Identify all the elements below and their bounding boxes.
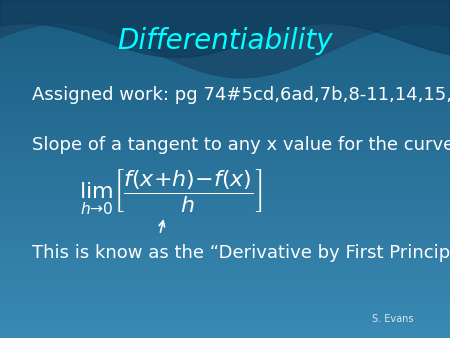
Text: S. Evans: S. Evans	[373, 314, 414, 324]
Text: Assigned work: pg 74#5cd,6ad,7b,8-11,14,15,19,20: Assigned work: pg 74#5cd,6ad,7b,8-11,14,…	[32, 86, 450, 104]
Text: This is know as the “Derivative by First Principles”: This is know as the “Derivative by First…	[32, 244, 450, 263]
Text: Differentiability: Differentiability	[117, 27, 333, 54]
Text: $\lim_{h\to 0}\left[\dfrac{f(x+h)-f(x)}{h}\right]$: $\lim_{h\to 0}\left[\dfrac{f(x+h)-f(x)}{…	[79, 168, 263, 217]
Text: Slope of a tangent to any x value for the curve f(x) is:: Slope of a tangent to any x value for th…	[32, 136, 450, 154]
